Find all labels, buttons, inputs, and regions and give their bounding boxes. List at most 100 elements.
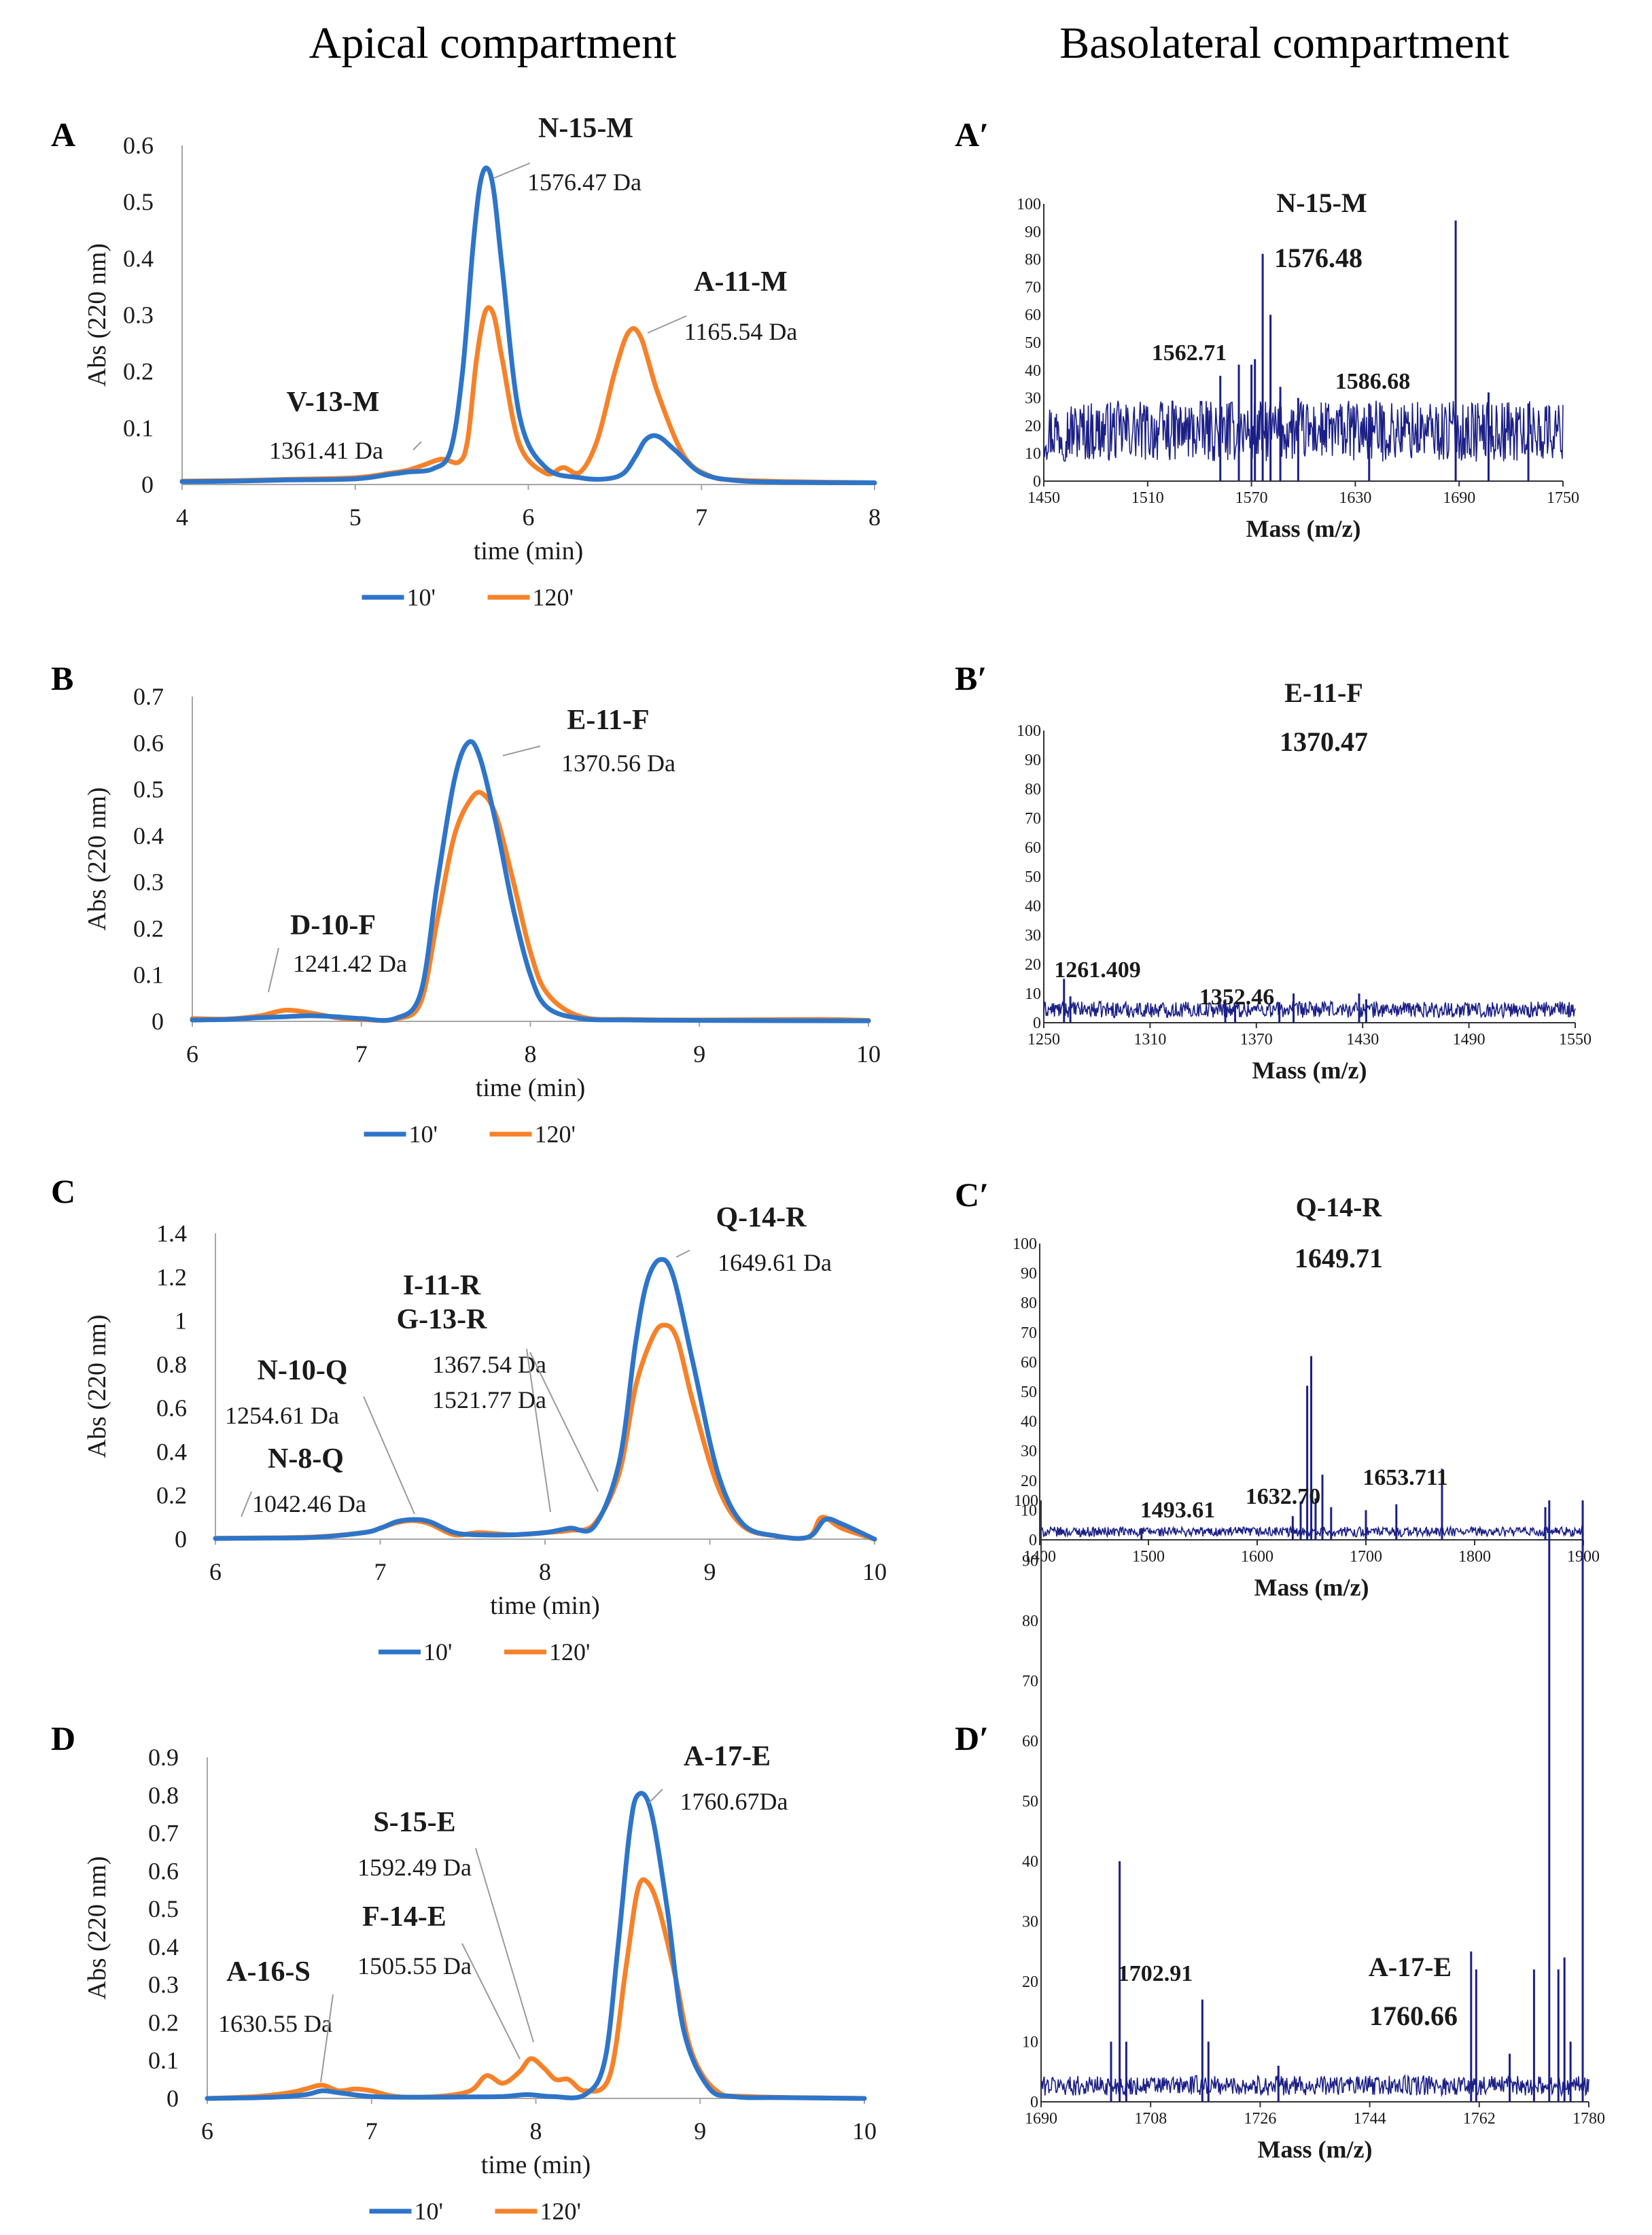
- y-tick-label: 60: [1022, 1733, 1038, 1750]
- peak-label: Q-14-R: [716, 1202, 807, 1233]
- y-tick-label: 0: [1033, 473, 1041, 491]
- y-tick-label: 0: [152, 1008, 164, 1035]
- peak-label: D-10-F: [290, 910, 376, 941]
- y-tick-label: 80: [1025, 251, 1041, 269]
- leader-line: [675, 1250, 690, 1258]
- y-tick-label: 0.1: [133, 962, 164, 989]
- x-tick-label: 8: [530, 2117, 542, 2145]
- spectrum-annotation: A-17-E: [1369, 1952, 1452, 1982]
- y-tick-label: 0.4: [156, 1438, 187, 1465]
- x-tick-label: 6: [186, 1040, 198, 1068]
- y-tick-label: 0: [1030, 2094, 1038, 2111]
- x-tick-label: 6: [209, 1558, 222, 1585]
- x-tick-label: 1700: [1350, 1548, 1382, 1566]
- y-axis-label: Abs (220 nm): [83, 787, 111, 930]
- series-line-10min: [179, 165, 877, 485]
- spectrum-annotation: 1576.48: [1274, 243, 1363, 273]
- peak-mass-label: 1254.61 Da: [225, 1402, 339, 1429]
- peak-mass-label: 1592.49 Da: [357, 1854, 472, 1881]
- x-tick-label: 1250: [1027, 1031, 1060, 1049]
- y-tick-label: 40: [1025, 362, 1041, 380]
- peak-mass-label: 1361.41 Da: [269, 437, 383, 464]
- peak-mass-label: 1521.77 Da: [432, 1386, 546, 1413]
- y-tick-label: 0.2: [133, 915, 164, 942]
- x-tick-label: 9: [704, 1558, 716, 1585]
- y-tick-label: 90: [1021, 1265, 1037, 1283]
- y-tick-label: 0.6: [148, 1857, 179, 1884]
- y-tick-label: 0.2: [123, 358, 154, 385]
- y-tick-label: 80: [1021, 1295, 1037, 1312]
- peak-label: F-14-E: [362, 1901, 446, 1933]
- peak-label: I-11-R: [403, 1270, 481, 1301]
- peak-mass-label: 1241.42 Da: [293, 950, 407, 977]
- x-tick-label: 1570: [1235, 489, 1268, 507]
- y-tick-label: 0.5: [123, 188, 154, 215]
- y-tick-label: 0.6: [133, 729, 164, 756]
- peak-mass-label: 1165.54 Da: [684, 318, 798, 345]
- y-tick-label: 80: [1022, 1613, 1038, 1630]
- apical-header: Apical compartment: [309, 18, 677, 68]
- x-tick-label: 7: [355, 1040, 368, 1068]
- legend-label: 10': [415, 2198, 444, 2225]
- x-tick-label: 1430: [1346, 1031, 1379, 1049]
- peak-mass-label: 1042.46 Da: [252, 1490, 366, 1517]
- y-tick-label: 50: [1021, 1384, 1037, 1401]
- peak-label: A-17-E: [684, 1741, 771, 1772]
- x-axis-label: Mass (m/z): [1246, 515, 1361, 542]
- spectrum-annotation: 1586.68: [1335, 369, 1411, 394]
- y-tick-label: 60: [1025, 839, 1041, 857]
- x-tick-label: 1780: [1572, 2110, 1605, 2128]
- y-tick-label: 0.3: [148, 1971, 179, 1999]
- y-tick-label: 100: [1017, 722, 1041, 740]
- y-tick-label: 10: [1021, 1502, 1037, 1519]
- panel-letter: D′: [955, 1719, 989, 1757]
- leader-line: [320, 1994, 334, 2083]
- y-tick-label: 70: [1025, 279, 1041, 296]
- x-tick-label: 1600: [1241, 1548, 1273, 1566]
- legend-label: 120': [540, 2198, 582, 2225]
- spectrum-panel-0: A′ 0 10 20 30 40 50 60 70 80 90 100 1450 1510 1570 1630…: [955, 116, 1579, 542]
- y-tick-label: 90: [1025, 752, 1041, 769]
- y-tick-label: 100: [1013, 1235, 1037, 1253]
- y-tick-label: 0.8: [156, 1351, 187, 1378]
- x-tick-label: 8: [868, 504, 881, 531]
- legend-label: 120': [549, 1638, 591, 1666]
- spectrum-annotation: 1493.61: [1140, 1498, 1216, 1523]
- peak-label: N-15-M: [538, 113, 633, 144]
- y-tick-label: 1.4: [156, 1220, 187, 1247]
- y-axis-label: Abs (220 nm): [83, 243, 111, 387]
- x-tick-label: 1708: [1134, 2110, 1167, 2128]
- y-tick-label: 0.7: [148, 1820, 179, 1847]
- x-tick-label: 1690: [1443, 489, 1475, 507]
- spectrum-annotation: 1352.46: [1199, 985, 1275, 1010]
- spectrum-annotation: 1562.71: [1152, 340, 1227, 366]
- y-tick-label: 30: [1021, 1443, 1037, 1460]
- y-tick-label: 60: [1021, 1354, 1037, 1371]
- y-tick-label: 10: [1025, 445, 1041, 463]
- y-tick-label: 0.1: [148, 2047, 179, 2074]
- legend-label: 10': [423, 1638, 453, 1666]
- x-axis-label: Mass (m/z): [1254, 1574, 1369, 1601]
- leader-line: [526, 1348, 551, 1513]
- spectrum-annotation: E-11-F: [1284, 677, 1363, 708]
- y-tick-label: 20: [1021, 1473, 1037, 1490]
- y-tick-label: 0.7: [133, 683, 164, 710]
- x-tick-label: 1510: [1131, 489, 1164, 507]
- peak-mass-label: 1760.67Da: [680, 1788, 788, 1815]
- peak-mass-label: 1630.55 Da: [218, 2010, 332, 2037]
- x-axis-label: Mass (m/z): [1258, 2136, 1373, 2163]
- panel-letter: C: [51, 1172, 75, 1210]
- x-axis-label: time (min): [474, 537, 583, 565]
- peak-label: S-15-E: [373, 1807, 455, 1838]
- x-tick-label: 8: [539, 1558, 551, 1585]
- leader-line: [529, 1352, 599, 1492]
- x-tick-label: 10: [852, 2117, 877, 2145]
- leader-line: [647, 315, 687, 334]
- y-tick-label: 0: [175, 1526, 187, 1553]
- y-tick-label: 50: [1025, 868, 1041, 886]
- panel-letter: B: [51, 659, 73, 697]
- leader-line: [461, 1943, 521, 2060]
- y-tick-label: 40: [1025, 898, 1041, 915]
